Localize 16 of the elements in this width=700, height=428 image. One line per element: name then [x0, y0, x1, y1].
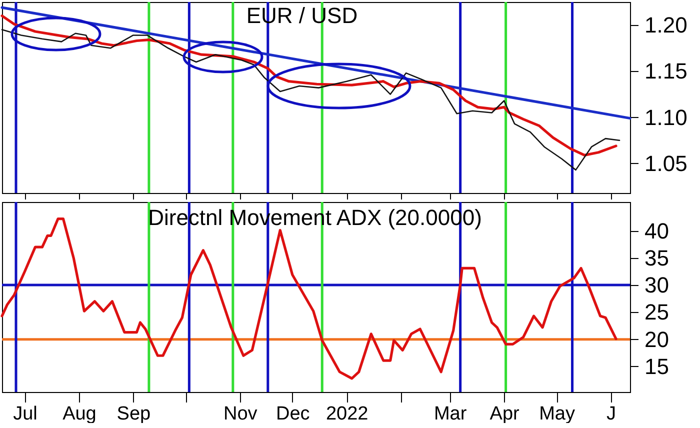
x-tick-label: J [606, 404, 616, 424]
x-tick-label: Mar [434, 404, 468, 424]
y-tick-label: 30 [644, 272, 669, 298]
y-tick-label: 40 [644, 218, 669, 244]
x-tick-label: Jul [13, 404, 38, 424]
y-tick-label: 1.05 [644, 150, 688, 176]
x-tick-label: 2022 [326, 404, 368, 424]
y-tick-label: 25 [644, 300, 669, 325]
y-tick-label: 1.10 [644, 104, 688, 130]
y-tick-label: 1.15 [644, 58, 688, 84]
y-tick-label: 15 [644, 354, 669, 379]
x-tick-label: Dec [276, 404, 310, 424]
y-tick-label: 35 [644, 245, 669, 270]
y-tick-label: 1.20 [644, 12, 688, 38]
y-tick-label: 20 [644, 326, 669, 352]
x-tick-label: Nov [224, 404, 258, 424]
